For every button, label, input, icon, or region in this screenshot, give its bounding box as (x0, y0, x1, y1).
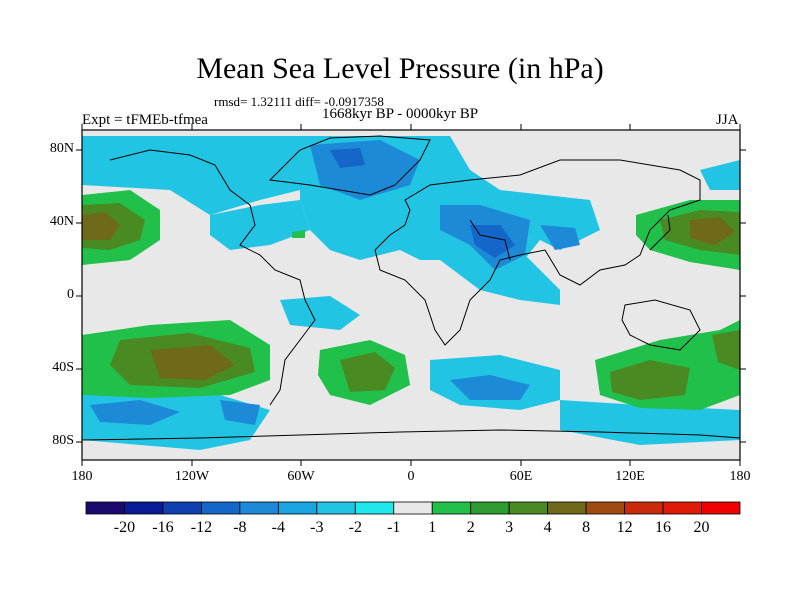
lon-label: 120W (174, 469, 210, 484)
colorbar-label: 1 (428, 519, 437, 536)
colorbar-label: 20 (693, 519, 710, 536)
season-label: JJA (716, 112, 739, 128)
lat-ticks (76, 149, 746, 443)
colorbar-label: -16 (152, 519, 174, 536)
colorbar-swatch (470, 501, 510, 515)
colorbar-swatch (662, 501, 702, 515)
very-strong-negative-region (330, 148, 515, 258)
colorbar-swatch (124, 501, 164, 515)
lon-label: 60E (509, 469, 533, 484)
lat-label: 40N (49, 214, 74, 229)
period-subtitle: 1668kyr BP - 0000kyr BP (321, 106, 479, 122)
colorbar-swatch (162, 501, 202, 515)
lon-label: 60W (287, 469, 315, 484)
lon-label: 180 (729, 469, 751, 484)
colorbar-swatch (585, 501, 625, 515)
colorbar-swatch (85, 501, 125, 515)
colorbar-swatch (547, 501, 587, 515)
strong-positive-region (82, 212, 735, 380)
colorbar-swatch (508, 501, 549, 515)
colorbar (85, 501, 741, 515)
lon-label: 120E (615, 469, 645, 484)
experiment-label: Expt = tFMEb-tfmea (82, 112, 208, 128)
colorbar-label: 2 (466, 519, 475, 536)
colorbar-label: -2 (348, 519, 362, 536)
colorbar-swatch (277, 501, 318, 515)
colorbar-label: -3 (310, 519, 324, 536)
lat-label: 40S (52, 360, 74, 375)
colorbar-swatch (701, 501, 741, 515)
colorbar-swatch (201, 501, 241, 515)
colorbar-swatch (624, 501, 664, 515)
coastlines (81, 135, 741, 441)
lon-label: 0 (407, 469, 415, 484)
colorbar-label: -1 (387, 519, 401, 536)
colorbar-label: 8 (582, 519, 591, 536)
lat-label: 0 (67, 287, 74, 302)
colorbar-label: -12 (190, 519, 213, 536)
colorbar-label: 16 (655, 519, 672, 536)
colorbar-label: -4 (271, 519, 285, 536)
colorbar-label: 12 (616, 519, 633, 536)
colorbar-swatch (431, 501, 472, 515)
colorbar-swatch (393, 501, 433, 515)
colorbar-swatch (354, 501, 395, 515)
colorbar-label: -8 (233, 519, 247, 536)
colorbar-label: 4 (543, 519, 552, 536)
colorbar-swatch (239, 501, 279, 515)
lon-ticks (81, 124, 741, 466)
colorbar-label: 3 (505, 519, 514, 536)
colorbar-label: -20 (113, 519, 136, 536)
colorbar-swatch (316, 501, 356, 515)
lon-label: 180 (71, 469, 93, 484)
chart-title: Mean Sea Level Pressure (in hPa) (196, 52, 604, 85)
stats-line: rmsd= 1.32111 diff= -0.0917358 (214, 94, 384, 109)
lat-label: 80S (52, 433, 74, 448)
lat-label: 80N (49, 141, 74, 156)
